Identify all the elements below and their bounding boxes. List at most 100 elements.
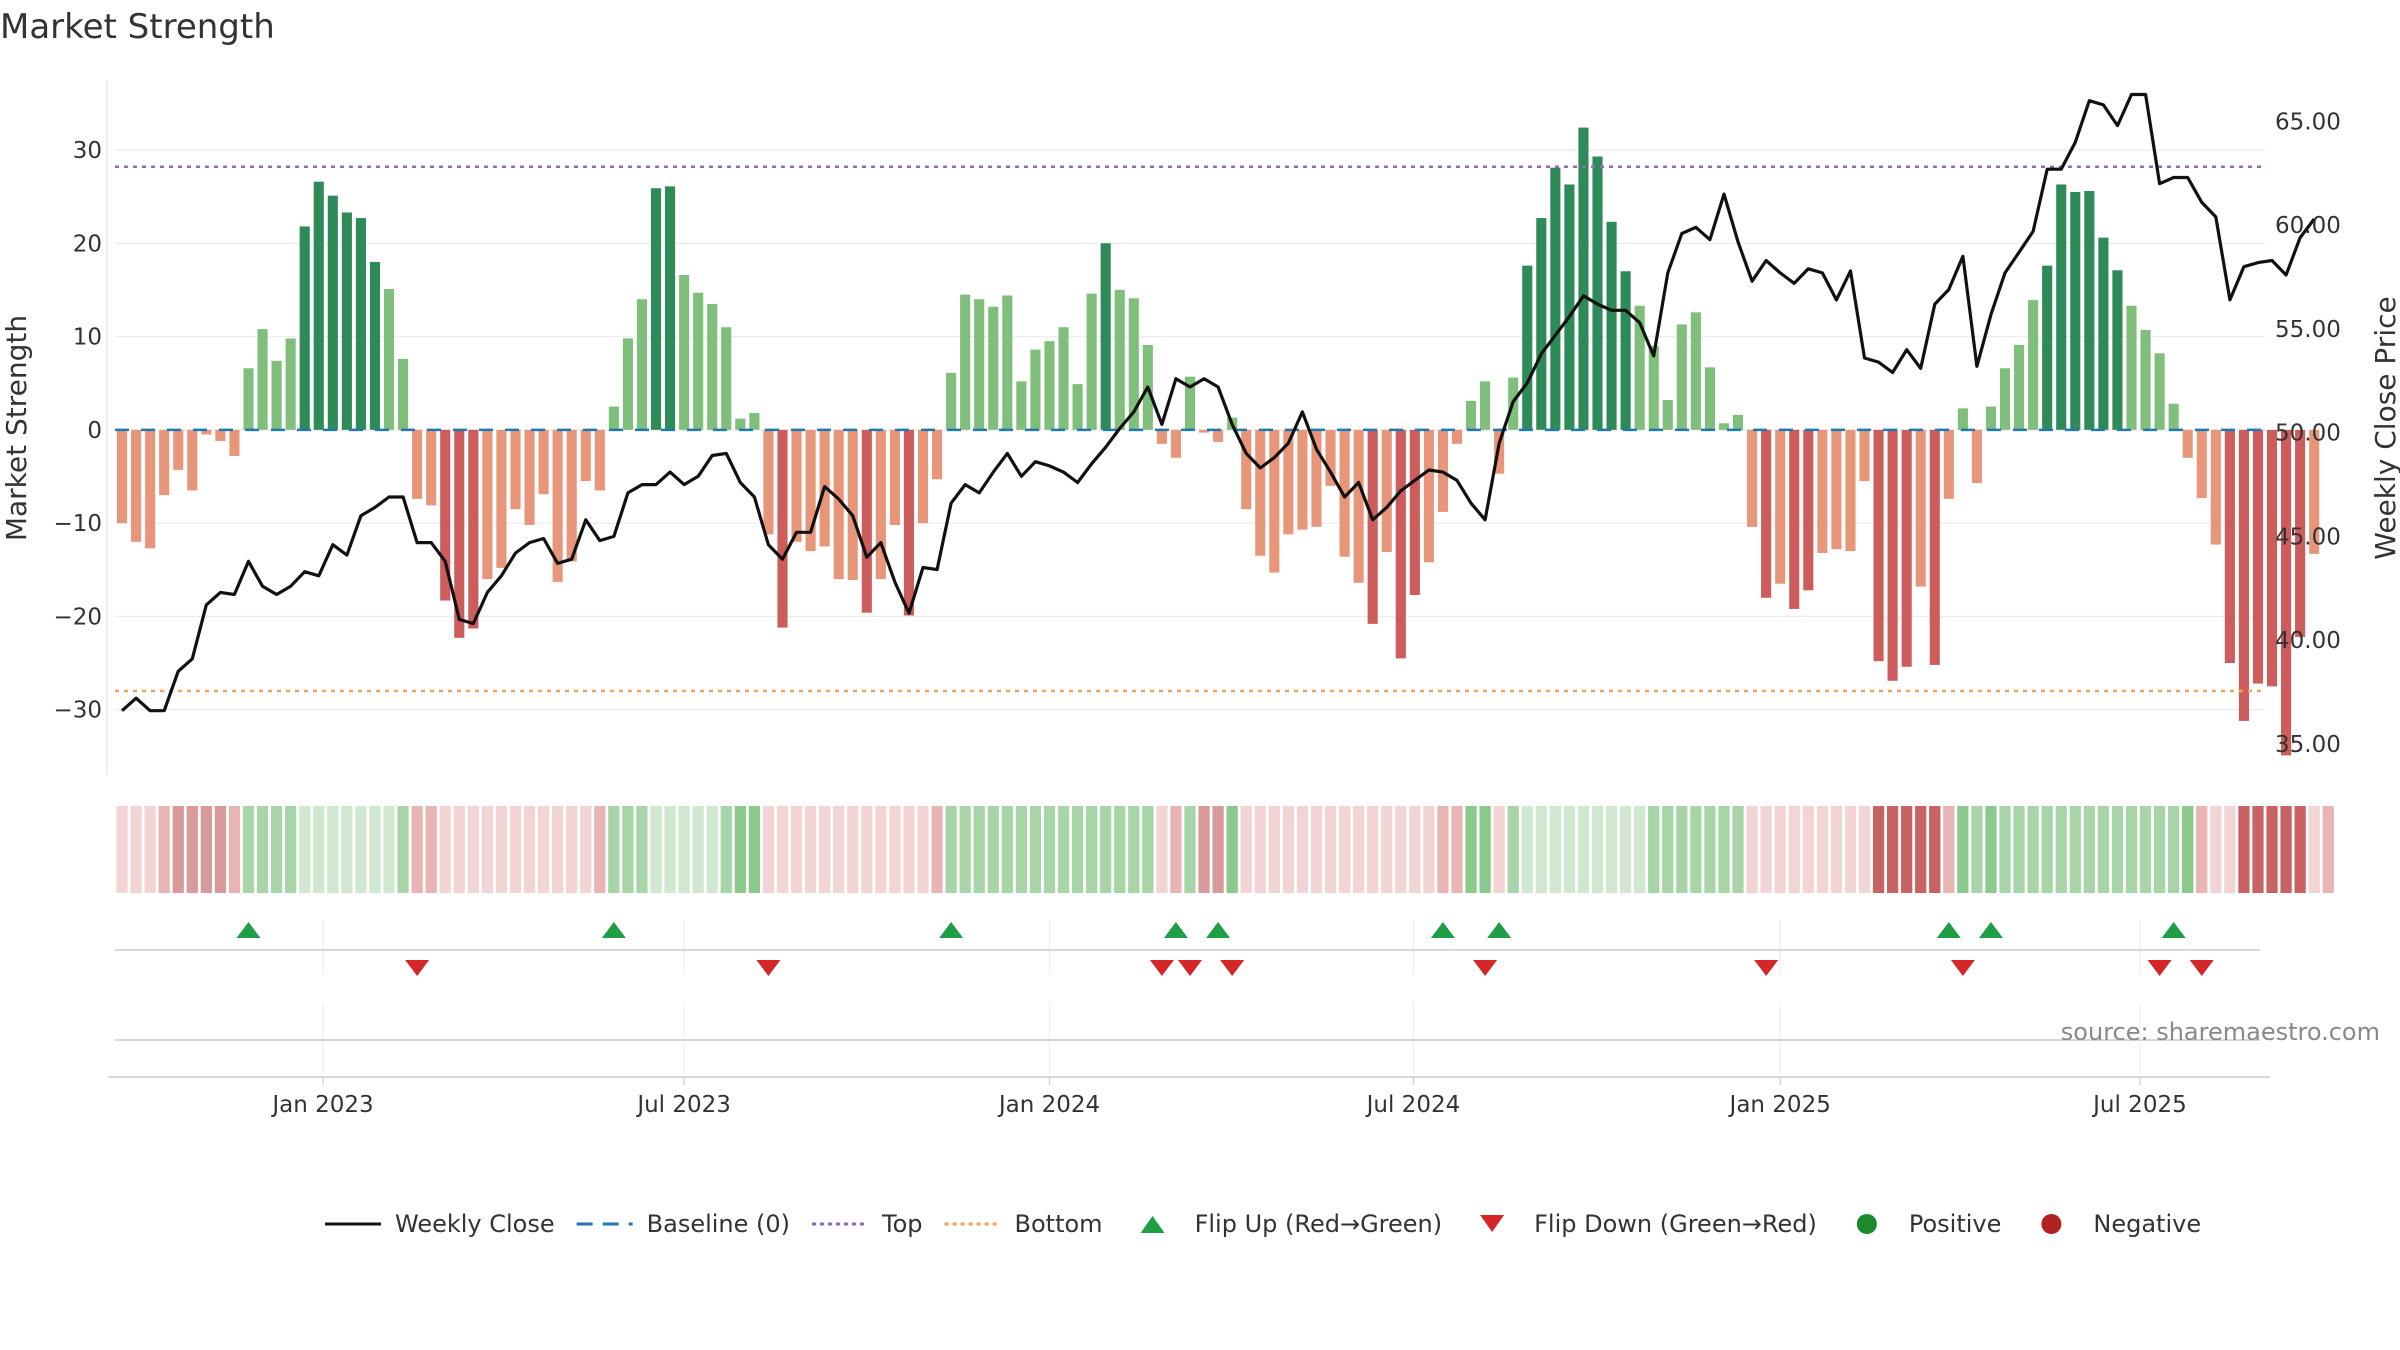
strip-cell xyxy=(1071,806,1084,893)
strip-cell xyxy=(678,806,690,893)
strength-bar xyxy=(974,299,985,430)
strength-bar xyxy=(1999,368,2011,430)
strip-cell xyxy=(299,806,311,893)
strip-cell xyxy=(1634,806,1646,893)
strength-bar xyxy=(2056,184,2067,430)
source-label: source: sharemaestro.com xyxy=(2061,1018,2380,1046)
legend-label: Flip Down (Green→Red) xyxy=(1534,1210,1817,1238)
strip-cell xyxy=(1451,806,1463,893)
strength-bar xyxy=(1775,429,1786,584)
y-tick-label-right: 60.00 xyxy=(2275,213,2341,239)
strip-cell xyxy=(748,806,760,893)
y-axis-title-right: Weekly Close Price xyxy=(2369,296,2400,559)
strength-bar xyxy=(1859,429,1870,482)
flip-down-marker xyxy=(405,960,430,976)
flip-up-marker xyxy=(1206,922,1231,938)
strength-bar xyxy=(1522,265,1533,430)
strength-bar xyxy=(763,429,774,535)
strength-bar xyxy=(833,429,844,580)
strip-cell xyxy=(1114,806,1126,893)
legend-item: Positive xyxy=(1856,1210,2002,1238)
strip-cell xyxy=(706,806,718,893)
strip-cell xyxy=(537,806,550,893)
strength-bar xyxy=(1297,429,1308,530)
x-tick-label: Jan 2023 xyxy=(270,1092,373,1118)
strip-cell xyxy=(692,806,704,893)
strength-bar xyxy=(1564,184,1575,430)
strip-cell xyxy=(453,806,465,893)
strip-cell xyxy=(734,806,746,893)
reference-lines xyxy=(115,165,2265,693)
strip-cell xyxy=(720,806,732,893)
strength-bar xyxy=(1634,305,1645,430)
strength-bar xyxy=(145,429,156,549)
strength-bar xyxy=(2014,344,2025,430)
strength-bar xyxy=(159,429,170,496)
strip-cell xyxy=(1395,806,1407,893)
strength-bar xyxy=(861,429,872,613)
strength-bar xyxy=(1311,429,1322,527)
strength-bar xyxy=(735,418,746,430)
chart-title: Market Strength xyxy=(0,7,275,47)
strength-bar xyxy=(1620,271,1631,430)
strength-bar xyxy=(960,294,971,430)
strip-cell xyxy=(1001,806,1013,893)
axis-layer: 30 20 10 0 −10 −20 −30 65.00 60.00 55.00 50.00 45.0… xyxy=(53,80,2341,775)
strength-bar xyxy=(1845,429,1856,552)
strip-cell xyxy=(903,806,915,893)
strip-cell xyxy=(2252,806,2264,893)
legend-label: Positive xyxy=(1909,1210,2002,1238)
strength-bar xyxy=(1086,293,1097,430)
strength-bar xyxy=(1353,429,1364,583)
strip-cell xyxy=(1142,806,1154,893)
strength-bar xyxy=(622,338,633,430)
strip-cell xyxy=(116,806,128,893)
strength-bar xyxy=(707,303,718,430)
flip-down-marker xyxy=(2147,960,2172,976)
strip-cell xyxy=(1563,806,1576,893)
strip-cell xyxy=(327,806,339,893)
strip-cell xyxy=(425,806,437,893)
strip-cell xyxy=(790,806,803,893)
strength-bar xyxy=(805,429,816,552)
strength-bar xyxy=(355,218,366,430)
strength-bar xyxy=(1395,429,1406,659)
strip-cell xyxy=(2322,806,2334,893)
strength-bar xyxy=(1704,367,1715,430)
strip-cell xyxy=(1057,806,1070,893)
x-tick-label: Jan 2025 xyxy=(1728,1092,1831,1118)
strength-bar xyxy=(650,188,662,430)
strip-cell xyxy=(776,806,789,893)
flip-down-marker xyxy=(756,960,781,976)
strip-cell xyxy=(1858,806,1871,893)
legend-label: Weekly Close xyxy=(395,1210,555,1238)
strength-bar xyxy=(903,429,915,616)
strength-bar xyxy=(524,429,535,525)
flip-down-marker xyxy=(1950,960,1975,976)
strength-bar xyxy=(1325,429,1336,486)
strength-bar xyxy=(721,327,732,430)
strip-cell xyxy=(1353,806,1365,893)
y-tick-label-left: 30 xyxy=(73,138,102,164)
strip-cell xyxy=(186,806,198,893)
strip-cell xyxy=(2153,806,2166,893)
strip-cell xyxy=(1985,806,1997,893)
strip-cell xyxy=(1746,806,1758,893)
strip-cell xyxy=(1437,806,1449,893)
legend-swatch xyxy=(1140,1216,1165,1233)
strength-bar xyxy=(552,429,563,582)
strip-cell xyxy=(1605,806,1618,893)
strip-cell xyxy=(130,806,142,893)
strip-cell xyxy=(1535,806,1547,893)
legend-item: Weekly Close xyxy=(325,1210,555,1238)
strip-cell xyxy=(664,806,676,893)
strip-cell xyxy=(889,806,901,893)
strip-cell xyxy=(2224,806,2236,893)
strip-cell xyxy=(172,806,184,893)
strip-cell xyxy=(650,806,662,893)
strip-cell xyxy=(1830,806,1843,893)
strip-cell xyxy=(228,806,241,893)
bars-layer xyxy=(116,127,2320,756)
strength-bar xyxy=(679,274,690,430)
strip-cell xyxy=(1226,806,1238,893)
